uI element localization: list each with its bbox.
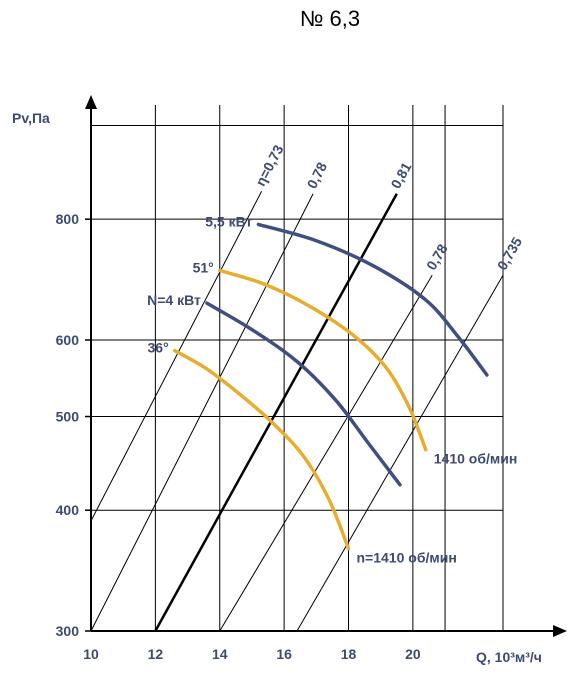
curve-power-5.5 <box>256 222 489 377</box>
chart-title: № 6,3 <box>300 6 360 31</box>
rpm-label: 1410 об/мин <box>434 451 518 467</box>
x-tick-label: 16 <box>276 646 292 662</box>
x-tick-label: 10 <box>83 646 99 662</box>
efficiency-line <box>296 274 504 632</box>
curve-label-power-5.5: 5,5 кВт <box>205 213 252 229</box>
y-tick-label: 800 <box>56 211 80 227</box>
curve-blade-36 <box>172 348 351 551</box>
efficiency-label: 0,735 <box>494 234 526 273</box>
efficiency-label: 0,78 <box>304 159 331 191</box>
efficiency-lines <box>90 191 504 632</box>
x-tick-label: 20 <box>405 646 421 662</box>
labels: 10 12 14 16 18 20 300 400 500 600 800 η=0,73 0,78 0,8… <box>56 142 526 662</box>
y-tick-label: 300 <box>56 623 80 639</box>
y-axis-label: Pv,Па <box>12 110 50 126</box>
efficiency-label: 0,78 <box>423 241 451 273</box>
curve-label-power-4: N=4 кВт <box>147 292 201 308</box>
efficiency-line <box>90 191 263 522</box>
efficiency-line <box>219 274 433 632</box>
efficiency-label: 0,81 <box>387 159 414 191</box>
efficiency-line <box>90 193 314 632</box>
curve-label-blade-36: 36° <box>148 340 169 356</box>
curves <box>172 222 489 551</box>
curve-power-4 <box>205 301 402 487</box>
y-tick-label: 400 <box>56 502 80 518</box>
curve-blade-51 <box>218 268 428 452</box>
curve-label-blade-51: 51° <box>193 259 214 275</box>
y-tick-label: 500 <box>56 409 80 425</box>
axes <box>85 95 567 637</box>
grid <box>85 105 504 632</box>
y-tick-label: 600 <box>56 332 80 348</box>
x-tick-label: 14 <box>212 646 228 662</box>
efficiency-line <box>154 193 398 632</box>
x-tick-label: 18 <box>341 646 357 662</box>
x-tick-label: 12 <box>148 646 164 662</box>
x-axis-label: Q, 10³м³/ч <box>476 649 542 665</box>
efficiency-label: η=0,73 <box>252 142 287 189</box>
rpm-label: n=1410 об/мин <box>357 550 457 566</box>
